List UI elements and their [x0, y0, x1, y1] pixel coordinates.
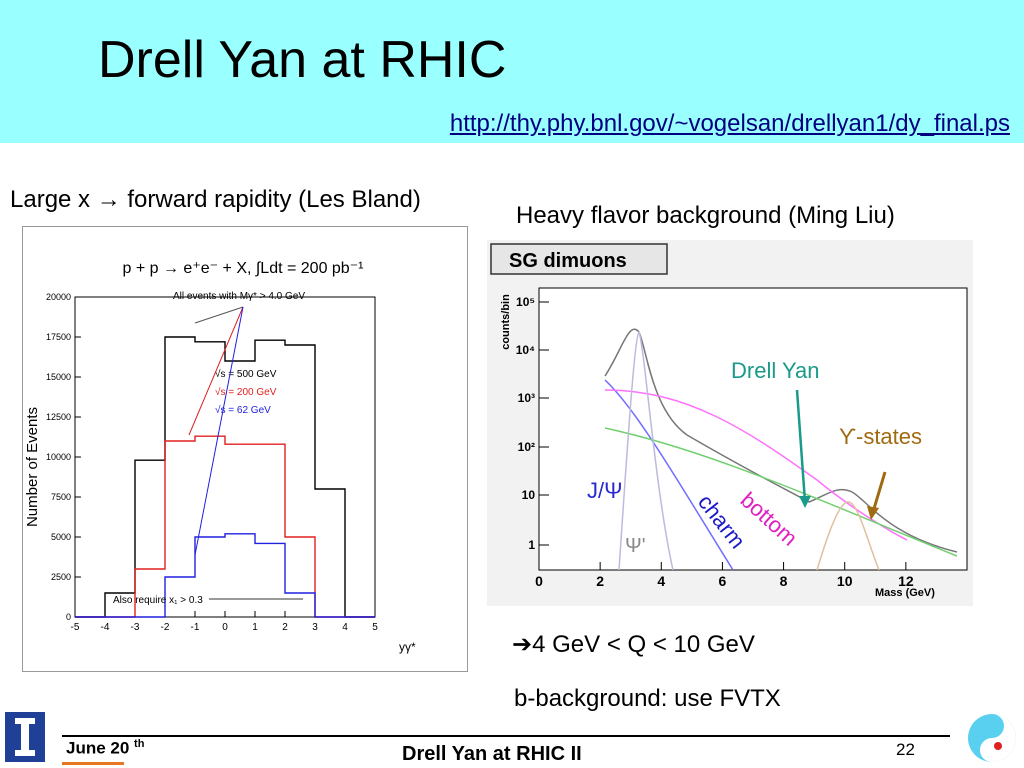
arrow-62 — [194, 306, 244, 556]
histogram-series-2 — [75, 533, 375, 618]
x-tick-label: -5 — [71, 622, 80, 633]
y-tick-label: 1 — [528, 538, 535, 552]
plot-axes: 0 2 4 6 8 10 12 1 10 10² 10³ 10⁴ 10⁵ — [516, 295, 914, 589]
plot-title: SG dimuons — [509, 250, 627, 272]
legend-500: √s = 500 GeV — [215, 368, 277, 380]
y-tick-label: 10 — [522, 488, 536, 502]
label-jpsi: J/Ψ — [587, 478, 623, 503]
label-drell-yan: Drell Yan — [731, 358, 819, 383]
footer-accent — [62, 762, 124, 765]
label-psi-prime: Ψ' — [625, 535, 646, 557]
y-tick-label: 12500 — [46, 412, 71, 422]
x-tick-label: 2 — [596, 573, 604, 589]
y-tick-label: 0 — [66, 612, 71, 622]
rapidity-plot: p + p → e⁺e⁻ + X, ∫Ldt = 200 pb⁻¹ 0 2500 5… — [22, 226, 468, 672]
plot-frame — [538, 287, 968, 571]
y-axis-label: counts/bin — [500, 294, 512, 350]
x-tick-label: -2 — [161, 622, 170, 633]
y-tick-label: 10³ — [518, 391, 535, 405]
y-tick-label: 5000 — [51, 532, 71, 542]
y-tick-label: 15000 — [46, 372, 71, 382]
x-axis-label: yγ* — [399, 640, 416, 654]
x-tick-label: -1 — [191, 622, 200, 633]
label-upsilon: ϒ-states — [839, 424, 922, 449]
footer-date-text: June 20 — [66, 738, 130, 758]
lab-logo-icon — [968, 714, 1016, 762]
x-tick-label: 0 — [222, 622, 228, 633]
histogram-series-1 — [75, 435, 375, 618]
page-number: 22 — [896, 740, 915, 759]
dimuon-plot: SG dimuons 0 2 4 6 8 10 12 1 10 10² 10³ 10⁴ 10⁵ coun… — [487, 240, 973, 606]
upsilon-peak — [816, 501, 880, 571]
drell-yan-curve — [604, 427, 958, 557]
slide-title: Drell Yan at RHIC — [98, 31, 507, 89]
x-tick-label: 6 — [719, 573, 727, 589]
charm-curve — [604, 379, 734, 571]
arrow-drell-yan-head — [799, 496, 811, 508]
jpsi-peak — [618, 330, 674, 571]
dimuon-plot-svg: SG dimuons 0 2 4 6 8 10 12 1 10 10² 10³ 10⁴ 10⁵ coun… — [490, 243, 968, 599]
arrow-upsilon-head — [867, 506, 879, 520]
x-tick-label: 3 — [312, 622, 318, 633]
note-mass-range: ➔4 GeV < Q < 10 GeV — [512, 631, 755, 658]
y-tick-label: 20000 — [46, 292, 71, 302]
x-tick-label: -3 — [131, 622, 140, 633]
note-background: b-background: use FVTX — [514, 685, 781, 712]
arrow-200 — [188, 306, 244, 436]
x-tick-label: 10 — [837, 573, 853, 589]
y-tick-label: 2500 — [51, 572, 71, 582]
x-tick-label: 8 — [780, 573, 788, 589]
title-banner — [0, 0, 1024, 143]
university-logo-icon — [5, 712, 45, 762]
y-tick-label: 10⁴ — [516, 343, 535, 357]
y-tick-label: 10⁵ — [516, 295, 535, 309]
x-tick-label: -4 — [101, 622, 110, 633]
plot-header: p + p → e⁺e⁻ + X, ∫Ldt = 200 pb⁻¹ — [123, 260, 364, 277]
arrow-drell-yan — [795, 389, 807, 503]
y-tick-label: 10000 — [46, 452, 71, 462]
caption-right: Heavy flavor background (Ming Liu) — [516, 202, 895, 229]
arrow-500 — [194, 306, 244, 324]
caption-left: Large x → forward rapidity (Les Bland) — [10, 186, 421, 213]
plot-histograms — [75, 336, 375, 618]
x-tick-label: 4 — [342, 622, 348, 633]
plot-axes: 0 2500 5000 7500 10000 12500 15000 17500 20000 -5… — [46, 292, 378, 633]
legend-200: √s = 200 GeV — [215, 386, 277, 398]
footer-divider — [62, 735, 950, 737]
reference-link[interactable]: http://thy.phy.bnl.gov/~vogelsan/drellya… — [449, 110, 1010, 137]
annotation-top: All events with Mγ* > 4.0 GeV — [173, 291, 305, 302]
x-tick-label: 0 — [535, 573, 543, 589]
arrow-upsilon — [871, 471, 887, 513]
footer-title: Drell Yan at RHIC II — [402, 743, 582, 765]
x-tick-label: 1 — [252, 622, 258, 633]
rapidity-plot-svg: p + p → e⁺e⁻ + X, ∫Ldt = 200 pb⁻¹ 0 2500 5… — [24, 260, 416, 654]
footer-date-sup: th — [134, 738, 145, 750]
y-tick-label: 10² — [518, 440, 535, 454]
plot-title-box — [490, 243, 668, 275]
y-tick-label: 7500 — [51, 492, 71, 502]
y-axis-label: Number of Events — [24, 407, 41, 527]
legend-62: √s = 62 GeV — [215, 404, 271, 416]
x-tick-label: 12 — [898, 573, 914, 589]
annotation-bottom: Also require x₁ > 0.3 — [113, 595, 203, 606]
x-tick-label: 4 — [657, 573, 665, 589]
x-axis-label: Mass (GeV) — [875, 587, 935, 599]
footer-date: June 20 th — [66, 738, 144, 759]
y-tick-label: 17500 — [46, 332, 71, 342]
x-tick-label: 5 — [372, 622, 378, 633]
x-tick-label: 2 — [282, 622, 288, 633]
